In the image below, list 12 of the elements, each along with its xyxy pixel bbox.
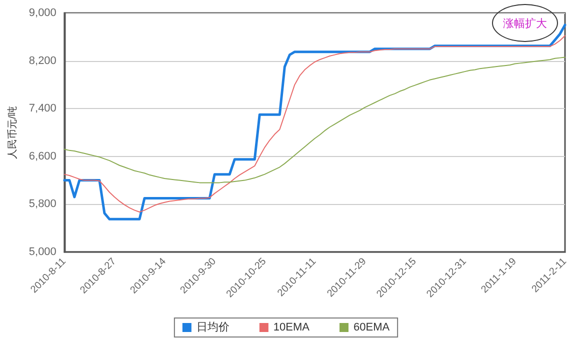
y-tick-label: 8,200 xyxy=(28,54,56,67)
legend-label: 60EMA xyxy=(354,322,390,334)
y-tick-label: 5,800 xyxy=(28,198,56,210)
y-axis-title: 人民币元/吨 xyxy=(6,106,18,159)
legend-label: 日均价 xyxy=(196,322,230,334)
legend-label: 10EMA xyxy=(273,322,310,334)
line-series xyxy=(64,56,566,184)
y-tick-label: 7,400 xyxy=(28,102,56,115)
y-tick-label: 6,600 xyxy=(28,150,56,162)
ellipse-outline: 涨幅扩大 xyxy=(492,4,558,42)
y-tick-label: 5,000 xyxy=(28,246,56,258)
y-tick-label: 9,000 xyxy=(28,7,56,19)
